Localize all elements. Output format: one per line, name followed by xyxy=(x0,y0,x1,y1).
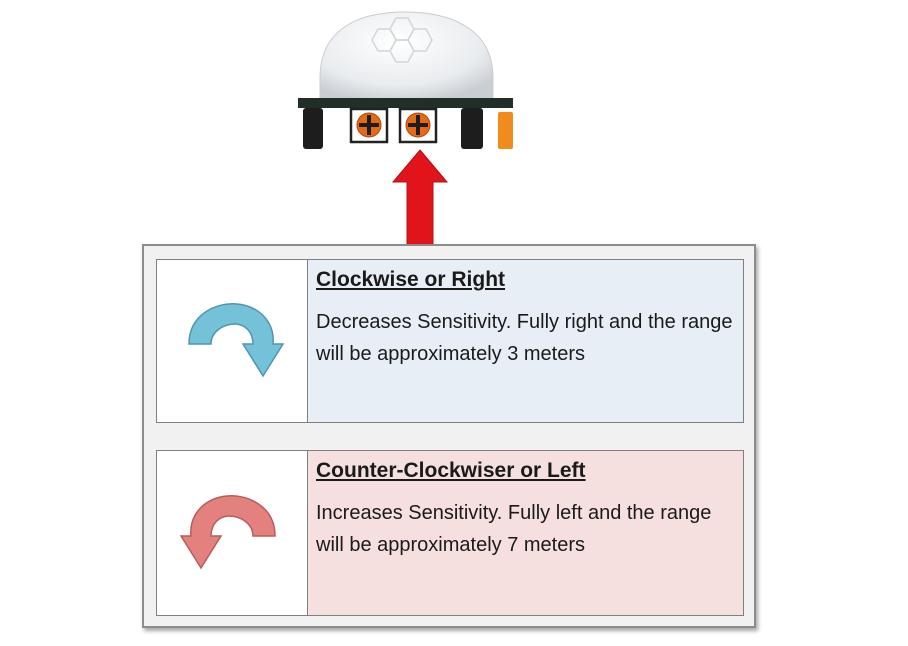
counter-clockwise-arrow-icon xyxy=(179,495,276,570)
counter-clockwise-row: Counter-Clockwiser or Left Increases Sen… xyxy=(156,450,744,616)
sensitivity-table: Clockwise or Right Decreases Sensitivity… xyxy=(142,244,756,628)
counter-clockwise-icon-cell xyxy=(157,451,308,615)
sensor-board xyxy=(298,98,513,108)
clockwise-heading: Clockwise or Right xyxy=(316,268,506,291)
sensor-pin-right xyxy=(461,108,483,149)
counter-clockwise-text-cell: Counter-Clockwiser or Left Increases Sen… xyxy=(308,451,743,615)
counter-clockwise-heading: Counter-Clockwiser or Left xyxy=(316,459,586,482)
sensor-dome xyxy=(319,11,494,100)
clockwise-row: Clockwise or Right Decreases Sensitivity… xyxy=(156,259,744,423)
pointer-arrow xyxy=(391,149,449,247)
potentiometer-right xyxy=(398,107,438,144)
fresnel-lens-facets xyxy=(371,17,433,63)
clockwise-arrow-icon xyxy=(188,303,285,378)
clockwise-text-cell: Clockwise or Right Decreases Sensitivity… xyxy=(308,260,743,422)
potentiometer-left xyxy=(349,107,389,144)
counter-clockwise-description: Increases Sensitivity. Fully left and th… xyxy=(316,502,712,556)
sensor-jumper xyxy=(498,112,513,149)
clockwise-description: Decreases Sensitivity. Fully right and t… xyxy=(316,311,733,365)
clockwise-icon-cell xyxy=(157,260,308,422)
pir-sensor-illustration xyxy=(298,11,513,149)
sensor-pin-left xyxy=(303,108,323,149)
